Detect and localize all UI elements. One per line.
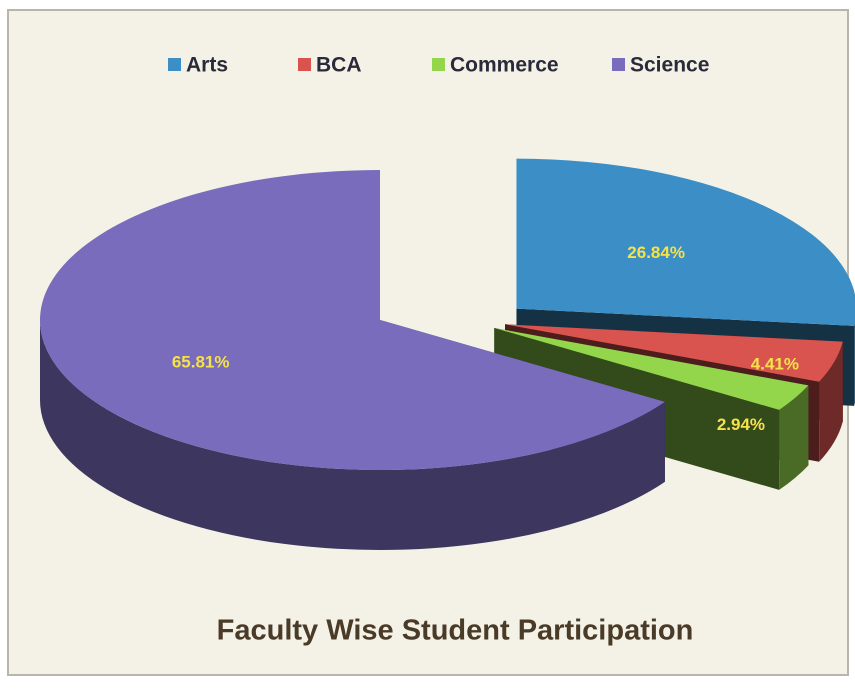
chart-title: Faculty Wise Student Participation xyxy=(217,615,694,647)
legend-swatch xyxy=(612,58,625,71)
data-label: 65.81% xyxy=(172,352,230,371)
legend-label: Commerce xyxy=(450,54,559,77)
data-label: 4.41% xyxy=(751,355,799,374)
slice xyxy=(516,158,855,326)
slice xyxy=(505,324,843,382)
slice-side xyxy=(40,320,665,550)
legend-swatch xyxy=(168,58,181,71)
legend-label: Science xyxy=(630,54,709,77)
legend-swatch xyxy=(432,58,445,71)
legend-label: Arts xyxy=(186,54,228,77)
data-label: 2.94% xyxy=(717,415,765,434)
slice xyxy=(494,327,809,410)
slice-side xyxy=(779,385,809,490)
legend-label: BCA xyxy=(316,54,362,77)
data-label: 26.84% xyxy=(627,243,685,262)
slice-side xyxy=(819,341,843,462)
slice xyxy=(40,170,665,471)
slice-tops xyxy=(40,158,855,471)
legend-swatch xyxy=(298,58,311,71)
